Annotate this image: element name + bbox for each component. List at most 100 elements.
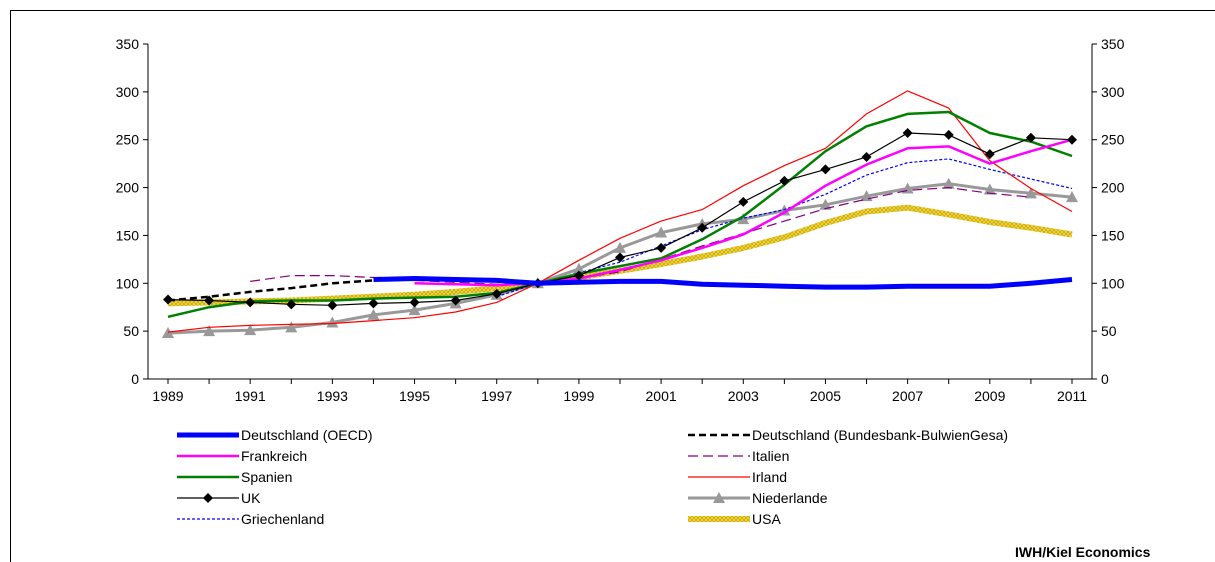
data-point-uk <box>738 196 749 207</box>
y-tick-label-left: 200 <box>116 180 140 196</box>
legend-item-usa: USA <box>688 511 781 527</box>
x-tick-label: 2009 <box>974 388 1005 404</box>
data-point-uk <box>984 149 995 160</box>
series-line-griechenland <box>496 158 1073 298</box>
y-tick-label-right: 150 <box>1101 227 1125 243</box>
legend-label-frankreich: Frankreich <box>241 448 307 464</box>
y-tick-label-left: 350 <box>116 36 140 52</box>
legend-item-italien: Italien <box>688 448 789 464</box>
data-point-niederlande <box>326 316 339 328</box>
y-tick-label-right: 0 <box>1101 371 1109 387</box>
legend-item-uk: UK <box>177 490 261 506</box>
data-point-niederlande <box>1066 191 1078 203</box>
y-tick-label-right: 200 <box>1101 180 1125 196</box>
x-tick-label: 1995 <box>399 388 430 404</box>
x-tick-label: 1999 <box>563 388 594 404</box>
x-tick-label: 1991 <box>235 388 266 404</box>
data-point-niederlande <box>1024 187 1037 199</box>
data-point-niederlande <box>367 308 380 320</box>
x-tick-label: 2005 <box>810 388 841 404</box>
data-point-niederlande <box>942 177 955 189</box>
legend-label-griechenland: Griechenland <box>241 511 324 527</box>
y-tick-label-right: 300 <box>1101 84 1125 100</box>
data-point-niederlande <box>655 226 668 238</box>
source-label: IWH/Kiel Economics <box>1015 544 1151 560</box>
series-line-deutschland-oecd <box>373 276 1073 290</box>
data-point-uk <box>779 175 790 186</box>
legend-marker-uk <box>203 493 213 503</box>
series-griechenland <box>496 158 1073 298</box>
legend-marker-niederlande <box>713 492 725 503</box>
y-tick-label-right: 100 <box>1101 275 1125 291</box>
series-deutschland-oecd <box>373 276 1073 290</box>
data-point-uk <box>368 298 379 309</box>
data-point-uk <box>327 300 338 311</box>
legend-item-irland: Irland <box>688 469 787 485</box>
x-tick-label: 2011 <box>1057 388 1087 404</box>
y-tick-label-left: 250 <box>116 132 140 148</box>
y-tick-label-left: 0 <box>131 371 139 387</box>
y-tick-label-left: 150 <box>116 227 140 243</box>
legend-label-niederlande: Niederlande <box>752 490 828 506</box>
data-point-uk <box>902 128 913 139</box>
y-tick-label-left: 300 <box>116 84 140 100</box>
series-line-irland <box>167 90 1073 333</box>
data-point-niederlande <box>614 241 626 253</box>
data-point-uk <box>820 164 831 175</box>
x-tick-label: 1997 <box>481 388 512 404</box>
legend-item-deutschland-oecd: Deutschland (OECD) <box>177 427 373 443</box>
data-point-uk <box>491 288 502 299</box>
legend-item-spanien: Spanien <box>177 469 292 485</box>
y-tick-label-left: 50 <box>123 323 139 339</box>
x-tick-label: 1993 <box>317 388 348 404</box>
legend-item-deutschland-bundesbank-bulwiengesa: Deutschland (Bundesbank-BulwienGesa) <box>688 427 1008 443</box>
legend-label-deutschland-bundesbank-bulwiengesa: Deutschland (Bundesbank-BulwienGesa) <box>752 427 1008 443</box>
data-point-uk <box>615 252 625 263</box>
data-point-uk <box>1025 132 1036 143</box>
series-line-spanien <box>167 110 1073 319</box>
data-point-uk <box>697 222 708 233</box>
x-tick-label: 1989 <box>152 388 183 404</box>
axes: 0 0 50 50 100 100 150 150 200 200 250 250 300 300 350 3… <box>116 36 1125 404</box>
x-tick-label: 2001 <box>646 388 677 404</box>
legend-item-griechenland: Griechenland <box>177 511 324 527</box>
series-line-frankreich <box>414 138 1073 287</box>
legend-label-uk: UK <box>241 490 261 506</box>
legend-label-spanien: Spanien <box>241 469 292 485</box>
legend-label-irland: Irland <box>752 469 787 485</box>
legend-label-usa: USA <box>752 511 781 527</box>
data-point-niederlande <box>983 183 996 195</box>
data-point-niederlande <box>408 304 421 316</box>
data-point-uk <box>861 151 872 162</box>
legend-label-italien: Italien <box>752 448 789 464</box>
series-frankreich <box>414 138 1073 287</box>
y-tick-label-right: 350 <box>1101 36 1125 52</box>
data-point-uk <box>1067 134 1077 145</box>
data-point-niederlande <box>572 262 585 274</box>
legend-item-frankreich: Frankreich <box>177 448 307 464</box>
data-point-uk <box>286 299 297 310</box>
legend-label-deutschland-oecd: Deutschland (OECD) <box>241 427 373 443</box>
y-tick-label-left: 100 <box>116 275 140 291</box>
x-tick-label: 2007 <box>892 388 923 404</box>
series-irland <box>167 90 1073 333</box>
data-point-uk <box>943 129 954 140</box>
data-point-niederlande <box>737 213 750 225</box>
series-uk <box>163 128 1077 311</box>
data-point-niederlande <box>244 324 257 336</box>
legend-item-niederlande: Niederlande <box>688 490 828 506</box>
data-point-uk <box>450 295 461 306</box>
y-tick-label-right: 250 <box>1101 132 1125 148</box>
data-point-uk <box>409 297 420 308</box>
series-layer <box>162 90 1078 339</box>
data-point-niederlande <box>285 321 298 333</box>
data-point-uk <box>656 242 667 253</box>
data-point-uk <box>573 270 584 281</box>
series-spanien <box>167 110 1073 319</box>
y-tick-label-right: 50 <box>1101 323 1117 339</box>
data-point-niederlande <box>203 325 216 337</box>
x-tick-label: 2003 <box>728 388 759 404</box>
chart-frame <box>10 10 1215 562</box>
data-point-niederlande <box>162 327 174 339</box>
